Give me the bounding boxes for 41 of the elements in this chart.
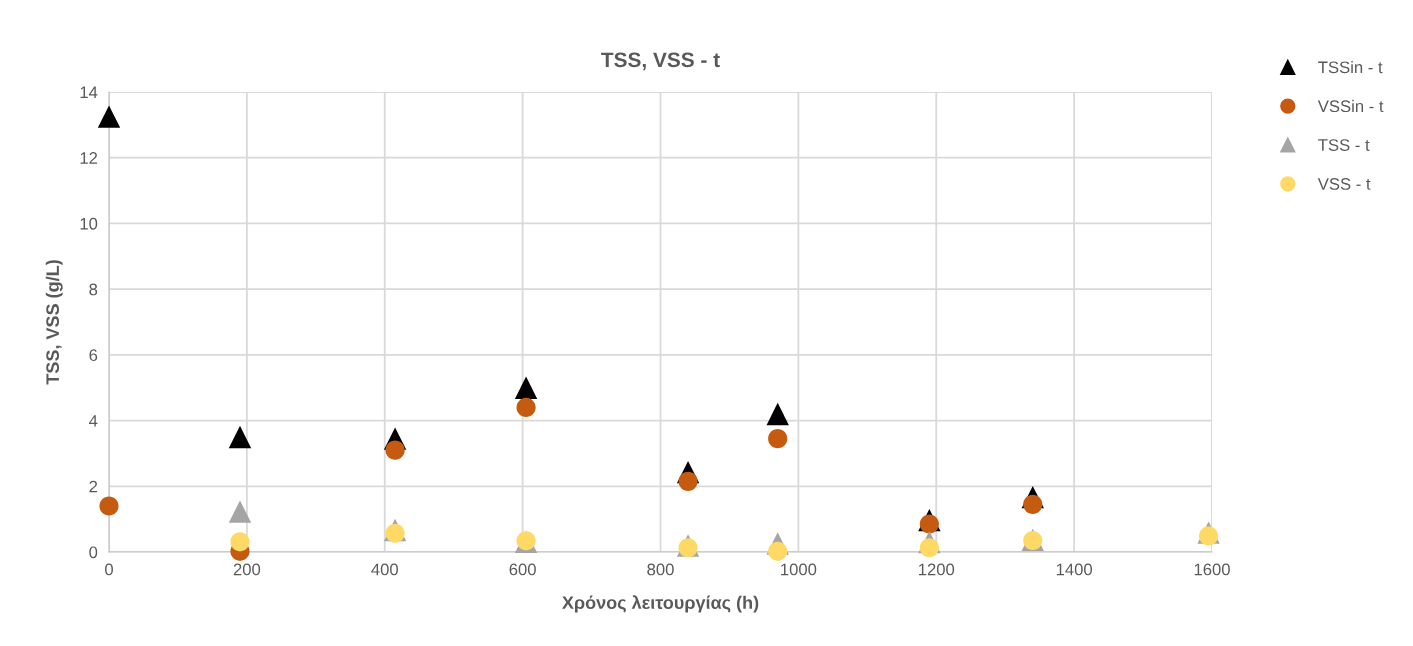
x-tick-label: 1600 [1194, 563, 1230, 576]
point [919, 538, 939, 558]
point [230, 532, 250, 552]
point [1198, 526, 1219, 546]
point [768, 429, 788, 449]
point [516, 397, 536, 417]
x-tick-label: 1200 [918, 563, 955, 576]
x-tick-label: 0 [105, 563, 113, 576]
y-tick-label: 8 [89, 283, 98, 296]
legend-label: TSS - t [1318, 139, 1370, 151]
y-tick-label: 4 [89, 415, 98, 427]
y-tick-label: 10 [80, 217, 98, 230]
point [228, 425, 252, 449]
point [385, 523, 405, 543]
legend-label: VSSin - t [1317, 99, 1384, 113]
point [766, 402, 789, 426]
point [228, 500, 252, 523]
point [99, 496, 119, 516]
point [514, 376, 538, 399]
y-tick-label: 6 [89, 349, 98, 362]
chart-title: TSS, VSS - t [601, 52, 720, 71]
point [919, 514, 939, 534]
x-tick-label: 600 [509, 563, 536, 576]
x-tick-label: 1000 [781, 563, 817, 576]
y-tick-label: 0 [89, 546, 98, 559]
point [385, 440, 405, 460]
y-tick-label: 12 [80, 152, 98, 164]
x-tick-label: 1400 [1056, 563, 1093, 576]
point [678, 471, 698, 491]
y-tick-label: 2 [89, 480, 98, 493]
x-tick-label: 200 [233, 563, 261, 576]
x-tick-label: 400 [371, 563, 398, 576]
y-axis-title: TSS, VSS (g/L) [45, 260, 63, 385]
legend-label: VSS - t [1317, 178, 1371, 190]
point [1023, 494, 1043, 514]
legend-label: TSSin - t [1318, 61, 1383, 74]
point [768, 541, 788, 561]
x-axis-title: Χρόνος λειτουργίας (h) [562, 595, 759, 613]
point [97, 105, 121, 128]
x-tick-label: 800 [647, 563, 674, 576]
y-tick-label: 14 [80, 86, 98, 99]
